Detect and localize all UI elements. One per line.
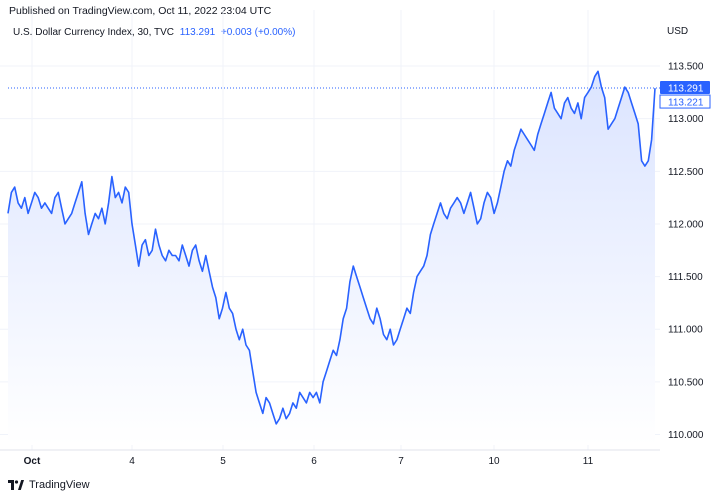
previous-close-tag-label: 113.221 (668, 98, 704, 109)
time-axis: Oct 4 5 6 7 10 11 (24, 456, 594, 467)
tradingview-logo-icon (8, 480, 24, 490)
price-axis: 110.000 110.500 111.000 111.500 112.000 112.5… (668, 62, 704, 441)
last-price-tag (660, 81, 710, 95)
x-tick-label: 10 (488, 456, 500, 467)
previous-close-tag (659, 94, 711, 109)
price-line-series (7, 70, 656, 425)
y-tick-label: 112.500 (668, 167, 704, 178)
footer-brand[interactable]: TradingView (8, 479, 90, 491)
y-tick-label: 113.500 (668, 62, 704, 73)
price-area-fill (8, 71, 655, 446)
x-tick-label: 11 (583, 456, 594, 467)
price-tags: 113.291 113.221 (659, 81, 711, 109)
y-tick-label: 111.500 (668, 272, 703, 283)
x-tick-label: Oct (24, 456, 41, 467)
x-tick-label: 5 (220, 456, 226, 467)
y-tick-label: 110.000 (668, 430, 704, 441)
symbol-legend: U.S. Dollar Currency Index, 30, TVC 113.… (13, 27, 295, 38)
y-tick-label: 110.500 (668, 377, 704, 388)
symbol-name: U.S. Dollar Currency Index, 30, TVC (13, 27, 174, 38)
footer-brand-label: TradingView (29, 479, 90, 491)
price-change: +0.003 (+0.00%) (220, 27, 296, 38)
last-price-tag-label: 113.291 (668, 84, 704, 95)
published-caption: Published on TradingView.com, Oct 11, 20… (9, 5, 272, 17)
y-tick-label: 111.000 (668, 325, 703, 336)
currency-label: USD (667, 26, 689, 37)
y-tick-label: 112.000 (668, 219, 704, 230)
x-tick-label: 6 (311, 456, 317, 467)
x-tick-label: 7 (398, 456, 404, 467)
x-tick-label: 4 (129, 456, 135, 467)
y-tick-label: 113.000 (668, 114, 704, 125)
last-price: 113.291 (179, 27, 216, 38)
